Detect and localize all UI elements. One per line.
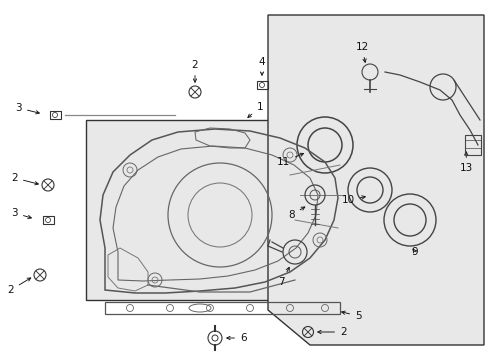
Text: 11: 11 [276, 153, 303, 167]
Bar [464, 135, 480, 155]
Text: 3: 3 [11, 208, 31, 219]
Text: 2: 2 [191, 60, 198, 82]
Text: 12: 12 [355, 42, 368, 62]
Polygon shape [86, 120, 359, 300]
Text: 2: 2 [317, 327, 346, 337]
Text: 5: 5 [341, 311, 361, 321]
Text: 7: 7 [278, 267, 289, 287]
Text: 9: 9 [411, 247, 417, 257]
Text: 1: 1 [247, 102, 263, 117]
Text: 3: 3 [15, 103, 39, 114]
Text: 4: 4 [258, 57, 265, 75]
Bar [256, 81, 267, 89]
Text: 8: 8 [288, 207, 304, 220]
Text: 6: 6 [226, 333, 246, 343]
Text: 2: 2 [7, 278, 31, 295]
Text: 13: 13 [459, 152, 472, 173]
Polygon shape [267, 15, 483, 345]
Bar [49, 111, 61, 119]
Text: 2: 2 [11, 173, 38, 185]
Text: 10: 10 [341, 195, 365, 205]
Bar [42, 216, 53, 224]
